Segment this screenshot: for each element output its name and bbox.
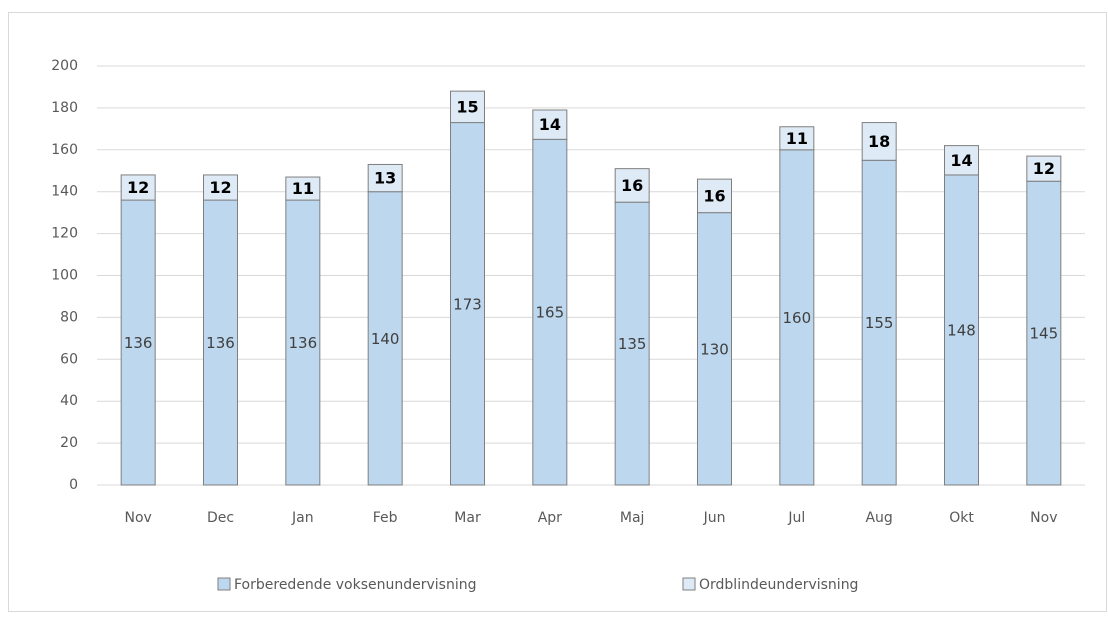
value-label: 16	[703, 186, 725, 205]
value-label: 136	[124, 334, 153, 352]
bar-segment	[1026, 180, 1062, 486]
bar-segment	[861, 122, 897, 161]
y-tick-label: 200	[51, 58, 78, 74]
y-tick-label: 0	[69, 477, 78, 493]
x-tick-label: Maj	[620, 510, 645, 526]
bar-segment	[697, 178, 732, 214]
legend-label: Ordblindeundervisning	[699, 577, 858, 593]
value-label: 11	[292, 179, 314, 198]
value-label: 14	[950, 151, 972, 170]
x-tick-label: Feb	[373, 510, 398, 526]
bar-segment	[697, 212, 732, 486]
bar-segment	[450, 122, 485, 486]
bar-segment	[203, 199, 238, 486]
value-label: 12	[209, 178, 231, 197]
y-tick-label: 40	[60, 393, 78, 409]
bar-segment	[532, 109, 568, 140]
bar-segment	[120, 199, 156, 486]
value-label: 12	[127, 178, 149, 197]
value-label: 13	[374, 169, 396, 188]
legend-swatch	[682, 577, 696, 591]
legend-label: Forberedende voksenundervisning	[234, 577, 477, 593]
value-label: 136	[289, 334, 318, 352]
x-tick-label: Nov	[1030, 510, 1057, 526]
y-tick-label: 160	[51, 142, 78, 158]
bar-segment	[450, 90, 485, 124]
value-label: 155	[865, 314, 894, 332]
y-tick-label: 120	[51, 226, 78, 242]
value-label: 16	[621, 176, 643, 195]
x-tick-label: Nov	[125, 510, 152, 526]
value-label: 130	[700, 340, 729, 358]
bar-segment	[614, 168, 650, 203]
y-tick-label: 20	[60, 435, 78, 451]
bar-segment	[120, 174, 156, 201]
y-tick-label: 100	[51, 268, 78, 284]
bar-segment	[532, 138, 568, 486]
value-label: 136	[206, 334, 235, 352]
bar-segment	[1026, 155, 1062, 182]
bar-segment	[203, 174, 238, 201]
bar-segment	[285, 176, 321, 201]
x-tick-label: Aug	[865, 510, 892, 526]
bar-segment	[614, 201, 650, 486]
y-tick-label: 60	[60, 351, 78, 367]
value-label: 148	[947, 321, 976, 339]
value-label: 173	[453, 295, 482, 313]
bar-segment	[367, 191, 403, 486]
value-label: 145	[1030, 325, 1059, 343]
bar-segment	[861, 159, 897, 486]
bar-segment	[779, 126, 815, 151]
bar-segment	[944, 145, 979, 176]
value-label: 18	[868, 132, 890, 151]
y-tick-label: 140	[51, 184, 78, 200]
x-tick-label: Jun	[703, 510, 726, 526]
bar-segment	[779, 149, 815, 486]
value-label: 12	[1033, 159, 1055, 178]
value-label: 165	[536, 304, 565, 322]
y-tick-label: 180	[51, 100, 78, 116]
legend-swatch	[217, 577, 231, 591]
value-label: 160	[783, 309, 812, 327]
bar-segment	[367, 163, 403, 193]
x-tick-label: Apr	[538, 510, 562, 526]
x-tick-label: Jul	[787, 510, 805, 526]
value-label: 135	[618, 335, 647, 353]
x-tick-label: Okt	[949, 510, 974, 526]
y-tick-label: 80	[60, 309, 78, 325]
value-label: 14	[539, 115, 561, 134]
value-label: 11	[786, 129, 808, 148]
value-label: 15	[456, 97, 478, 116]
x-tick-label: Jan	[291, 510, 314, 526]
x-tick-label: Dec	[207, 510, 234, 526]
x-tick-label: Mar	[454, 510, 481, 526]
value-label: 140	[371, 330, 400, 348]
